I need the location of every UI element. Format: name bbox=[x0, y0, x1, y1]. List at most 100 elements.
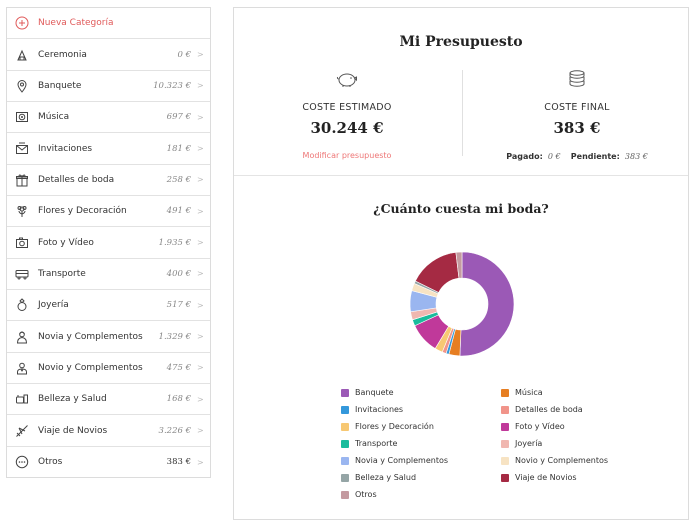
sidebar-item[interactable]: Joyería 517 € > bbox=[7, 290, 210, 322]
horizontal-divider bbox=[234, 175, 688, 176]
sidebar-item-amount: 0 € bbox=[177, 49, 191, 60]
legend-label: Otros bbox=[355, 490, 377, 499]
legend-item: Novio y Complementos bbox=[501, 456, 608, 465]
legend-swatch bbox=[501, 388, 509, 397]
sidebar-item[interactable]: Novia y Complementos 1.329 € > bbox=[7, 321, 210, 353]
sidebar-item[interactable]: Foto y Vídeo 1.935 € > bbox=[7, 227, 210, 259]
paid-label: Pagado: bbox=[506, 152, 543, 161]
legend-item: Foto y Vídeo bbox=[501, 422, 565, 431]
sidebar-item-label: Foto y Vídeo bbox=[38, 237, 94, 248]
legend-label: Belleza y Salud bbox=[355, 473, 417, 482]
sidebar-item-amount: 383 € bbox=[166, 457, 191, 468]
sidebar-item[interactable]: Otros 383 € > bbox=[7, 447, 210, 478]
camera-icon bbox=[14, 235, 30, 251]
sidebar-item-label: Transporte bbox=[38, 268, 86, 279]
sidebar-item-label: Invitaciones bbox=[38, 143, 93, 154]
chevron-right-icon: > bbox=[197, 81, 204, 91]
paid-value: 0 € bbox=[547, 152, 561, 161]
legend-item: Belleza y Salud bbox=[341, 473, 416, 482]
sidebar-item-amount: 258 € bbox=[166, 174, 191, 185]
sidebar-item-label: Otros bbox=[38, 457, 63, 468]
sidebar-item-amount: 697 € bbox=[166, 112, 191, 123]
legend-swatch bbox=[341, 439, 349, 448]
sidebar-item[interactable]: Belleza y Salud 168 € > bbox=[7, 384, 210, 416]
sidebar-item-amount: 517 € bbox=[166, 300, 191, 311]
legend-item: Invitaciones bbox=[341, 405, 403, 414]
sidebar-item-label: Detalles de boda bbox=[38, 174, 115, 185]
donut-slice[interactable] bbox=[459, 251, 515, 357]
bus-icon bbox=[14, 266, 30, 282]
pending-label: Pendiente: bbox=[570, 152, 620, 161]
legend-label: Transporte bbox=[355, 439, 398, 448]
chevron-right-icon: > bbox=[197, 457, 204, 467]
new-category-button[interactable]: Nueva Categoría bbox=[7, 8, 210, 40]
legend-swatch bbox=[501, 473, 509, 482]
pending-value: 383 € bbox=[624, 152, 648, 161]
dots-icon bbox=[14, 454, 30, 470]
budget-panel: Mi Presupuesto COSTE ESTIMADO 30.244 € M… bbox=[233, 7, 689, 520]
legend-label: Novio y Complementos bbox=[515, 456, 609, 465]
speaker-icon bbox=[14, 109, 30, 125]
legend-label: Novia y Complementos bbox=[355, 456, 449, 465]
legend-label: Joyería bbox=[515, 439, 543, 448]
sidebar-item-amount: 1.935 € bbox=[158, 237, 191, 248]
legend-swatch bbox=[501, 405, 509, 414]
sidebar-item-amount: 3.226 € bbox=[158, 425, 191, 436]
estimated-cost-section: COSTE ESTIMADO 30.244 € Modificar presup… bbox=[234, 68, 460, 160]
plane-icon bbox=[14, 423, 30, 439]
legend-swatch bbox=[341, 405, 349, 414]
final-cost-value: 383 € bbox=[553, 119, 601, 137]
legend-label: Viaje de Novios bbox=[515, 473, 577, 482]
budget-donut-chart bbox=[409, 251, 515, 357]
sidebar-item[interactable]: Novio y Complementos 475 € > bbox=[7, 353, 210, 385]
legend-label: Música bbox=[515, 388, 543, 397]
sidebar-item[interactable]: Invitaciones 181 € > bbox=[7, 133, 210, 165]
sidebar-item-amount: 1.329 € bbox=[158, 331, 191, 342]
estimated-cost-label: COSTE ESTIMADO bbox=[302, 102, 392, 113]
ring-icon bbox=[14, 297, 30, 313]
plus-circle-icon bbox=[14, 15, 30, 31]
sidebar-item[interactable]: Flores y Decoración 491 € > bbox=[7, 196, 210, 228]
coins-icon bbox=[464, 68, 690, 90]
donut-slice[interactable] bbox=[455, 251, 463, 279]
hanger-icon bbox=[14, 47, 30, 63]
chevron-right-icon: > bbox=[197, 426, 204, 436]
beauty-icon bbox=[14, 391, 30, 407]
sidebar-item[interactable]: Viaje de Novios 3.226 € > bbox=[7, 415, 210, 447]
legend-item: Novia y Complementos bbox=[341, 456, 448, 465]
chevron-right-icon: > bbox=[197, 394, 204, 404]
legend-swatch bbox=[341, 456, 349, 465]
sidebar-item[interactable]: Detalles de boda 258 € > bbox=[7, 165, 210, 197]
chevron-right-icon: > bbox=[197, 50, 204, 60]
location-pin-icon bbox=[14, 78, 30, 94]
sidebar-item-label: Flores y Decoración bbox=[38, 206, 127, 217]
sidebar-item-amount: 400 € bbox=[166, 268, 191, 279]
legend-item: Banquete bbox=[341, 388, 394, 397]
legend-item: Viaje de Novios bbox=[501, 473, 577, 482]
legend-label: Detalles de boda bbox=[515, 405, 583, 414]
sidebar-item-amount: 491 € bbox=[166, 206, 191, 217]
legend-item: Música bbox=[501, 388, 543, 397]
legend-label: Banquete bbox=[355, 388, 394, 397]
legend-item: Transporte bbox=[341, 439, 397, 448]
gift-icon bbox=[14, 172, 30, 188]
legend-swatch bbox=[501, 439, 509, 448]
sidebar-item-label: Viaje de Novios bbox=[38, 425, 108, 436]
sidebar-item[interactable]: Banquete 10.323 € > bbox=[7, 71, 210, 103]
legend-item: Flores y Decoración bbox=[341, 422, 434, 431]
sidebar-item-amount: 475 € bbox=[166, 362, 191, 373]
chevron-right-icon: > bbox=[197, 300, 204, 310]
sidebar-item[interactable]: Ceremonia 0 € > bbox=[7, 39, 210, 71]
final-cost-section: COSTE FINAL 383 € Pagado: 0 € Pendiente:… bbox=[464, 68, 690, 161]
chevron-right-icon: > bbox=[197, 269, 204, 279]
sidebar-item[interactable]: Transporte 400 € > bbox=[7, 259, 210, 291]
legend-label: Invitaciones bbox=[355, 405, 404, 414]
bride-icon bbox=[14, 329, 30, 345]
chevron-right-icon: > bbox=[197, 332, 204, 342]
modify-budget-link[interactable]: Modificar presupuesto bbox=[302, 151, 392, 160]
legend-item: Detalles de boda bbox=[501, 405, 583, 414]
legend-swatch bbox=[341, 388, 349, 397]
sidebar-item[interactable]: Música 697 € > bbox=[7, 102, 210, 134]
sidebar-item-amount: 181 € bbox=[166, 143, 191, 154]
legend-item: Joyería bbox=[501, 439, 542, 448]
